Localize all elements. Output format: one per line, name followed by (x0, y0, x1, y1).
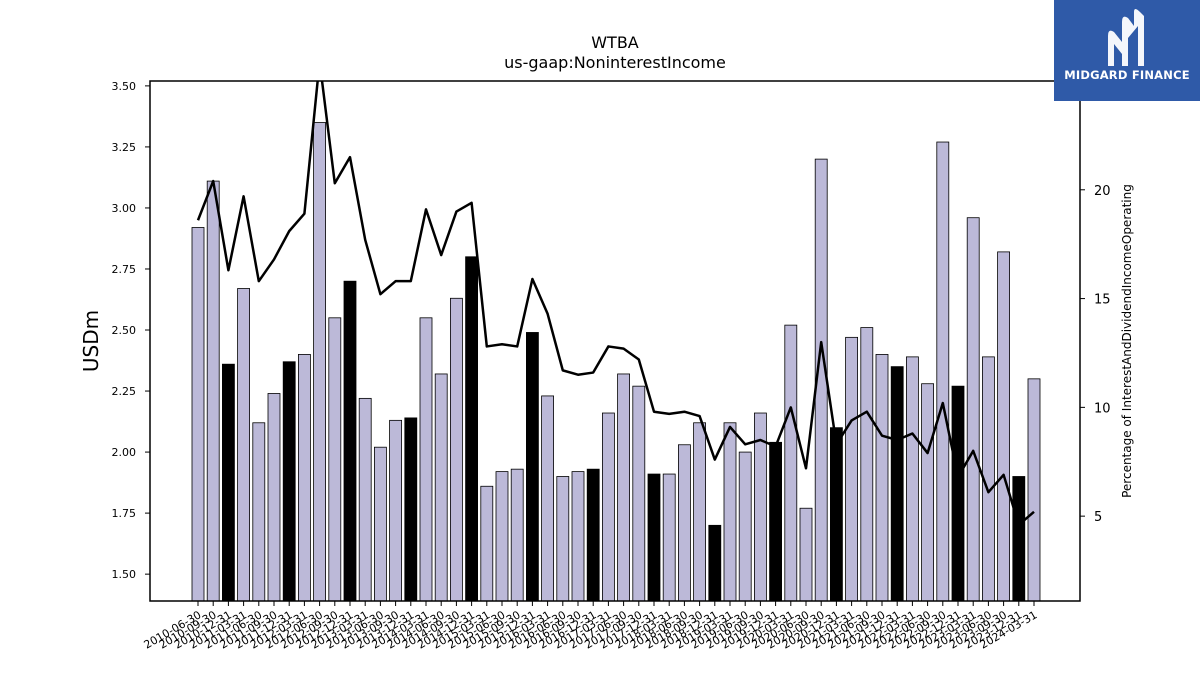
bar-2020-12-31 (830, 427, 843, 602)
bar-2014-06-30 (434, 373, 448, 602)
bar-2019-06-30 (738, 451, 752, 602)
bar-2017-12-31 (647, 473, 661, 602)
y-tick-label: 2.25 (112, 385, 137, 398)
bar-2023-09-30 (997, 251, 1010, 602)
bar-2021-03-31 (845, 336, 858, 602)
bar-2011-03-31 (237, 288, 251, 602)
y2-axis-label: Percentage of InterestAndDividendIncomeO… (1120, 184, 1134, 498)
y-tick-label: 2.50 (112, 324, 137, 337)
bar-2016-03-31 (541, 395, 554, 602)
bar-2019-12-31 (769, 441, 782, 602)
bar-2014-12-31 (465, 256, 479, 602)
y-tick-label: 2.00 (112, 446, 137, 459)
bar-2017-09-30 (632, 385, 646, 602)
y2-tick-label: 15 (1094, 293, 1111, 308)
bar-2011-12-31 (282, 361, 296, 602)
bar-2022-03-31 (906, 356, 919, 602)
y-tick-label: 1.75 (112, 507, 137, 520)
bar-2012-03-31 (297, 354, 311, 602)
bar-2013-03-31 (358, 397, 372, 602)
bar-2023-12-31 (1012, 476, 1026, 602)
bar-2017-03-31 (602, 412, 615, 602)
bar-2018-03-31 (662, 473, 676, 602)
bar-2013-06-30 (373, 446, 387, 602)
bar-2012-06-30 (313, 122, 327, 602)
bar-2013-12-31 (404, 417, 418, 602)
logo-text: MIDGARD FINANCE (1064, 68, 1190, 82)
y2-tick-label: 10 (1094, 401, 1111, 416)
bar-2023-03-31 (966, 217, 980, 602)
bar-2010-09-30 (206, 180, 220, 602)
bar-2016-06-30 (556, 476, 570, 602)
bars-layer (191, 122, 1041, 602)
bar-2013-09-30 (389, 419, 403, 602)
bar-2014-09-30 (449, 297, 463, 602)
bar-2015-03-31 (480, 485, 494, 602)
bar-2010-06-30 (191, 227, 205, 602)
bar-2018-06-30 (678, 444, 691, 602)
bar-2021-09-30 (875, 354, 889, 602)
y-tick-label: 3.00 (112, 202, 137, 215)
bar-2015-12-31 (526, 332, 539, 602)
chart-subtitle: us-gaap:NoninterestIncome (504, 53, 726, 72)
y2-tick-label: 5 (1094, 510, 1102, 525)
logo: MIDGARD FINANCE (1054, 0, 1200, 101)
bar-2011-06-30 (252, 422, 266, 602)
midgard-logo-icon (1108, 9, 1144, 66)
y-axis: 1.50 1.75 2.00 2.25 2.50 2.75 3.00 3.25 3.50 (112, 80, 150, 581)
bar-2019-03-31 (723, 422, 737, 602)
bar-2011-09-30 (267, 393, 281, 602)
y-tick-label: 2.75 (112, 263, 137, 276)
bar-2020-03-31 (784, 324, 798, 602)
bar-2018-09-30 (693, 422, 706, 602)
y2-tick-label: 20 (1094, 184, 1111, 199)
bar-2022-09-30 (936, 141, 950, 602)
bar-2024-03-31 (1027, 378, 1041, 602)
bar-2016-12-31 (586, 468, 600, 602)
bar-2015-06-30 (495, 471, 509, 602)
plot-frame (149, 80, 1081, 602)
bar-2012-12-31 (343, 280, 357, 602)
bar-2016-09-30 (571, 471, 585, 602)
bar-2021-12-31 (890, 366, 904, 602)
bar-2014-03-31 (419, 317, 433, 602)
percentage-line (196, 81, 1035, 527)
y-tick-label: 3.25 (112, 141, 137, 154)
y-tick-label: 1.50 (112, 568, 137, 581)
line-layer (196, 81, 1035, 527)
x-axis: 2010-06-302010-09-302010-12-312011-03-31… (142, 601, 1040, 652)
bar-2020-06-30 (799, 507, 813, 602)
chart-title: WTBA (591, 33, 639, 52)
bar-2018-12-31 (708, 524, 722, 602)
bar-2021-06-30 (860, 327, 874, 602)
bar-2022-06-30 (921, 383, 934, 602)
bar-2015-09-30 (510, 468, 524, 602)
y-tick-label: 3.50 (112, 80, 137, 93)
y-axis-label: USDm (79, 310, 103, 372)
bar-2010-12-31 (221, 363, 235, 602)
bar-2012-09-30 (328, 317, 342, 602)
bar-2017-06-30 (617, 373, 630, 602)
bar-2022-12-31 (951, 385, 965, 602)
y2-axis: 5 10 15 20 (1080, 184, 1111, 525)
